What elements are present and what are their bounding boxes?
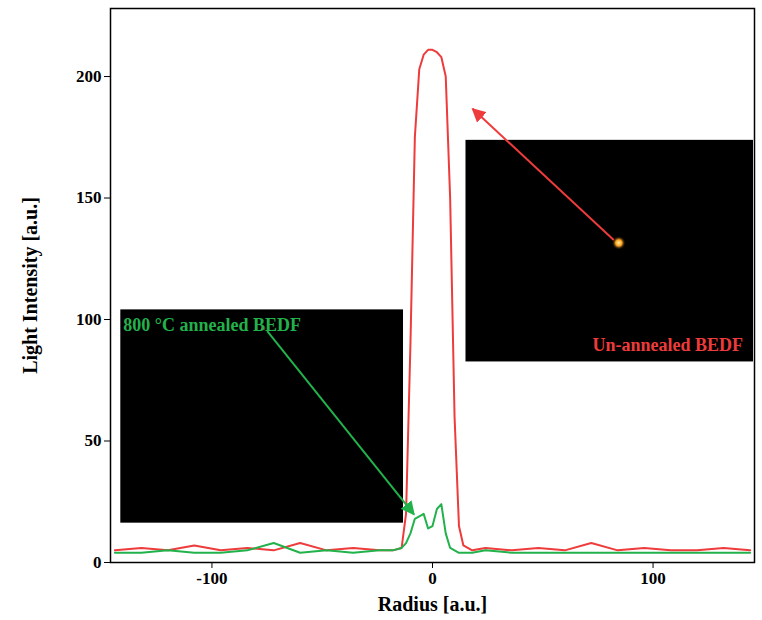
svg-text:100: 100 (640, 569, 666, 588)
svg-text:Radius [a.u.]: Radius [a.u.] (378, 593, 487, 615)
svg-text:200: 200 (76, 67, 102, 86)
svg-text:50: 50 (85, 431, 102, 450)
svg-text:800 °C annealed BEDF: 800 °C annealed BEDF (123, 315, 301, 335)
svg-text:0: 0 (428, 569, 437, 588)
svg-text:100: 100 (76, 310, 102, 329)
svg-text:Light Intensity [a.u.]: Light Intensity [a.u.] (19, 197, 42, 374)
svg-text:150: 150 (76, 188, 102, 207)
svg-text:Un-annealed BEDF: Un-annealed BEDF (592, 335, 743, 355)
svg-text:-100: -100 (196, 569, 227, 588)
svg-text:0: 0 (93, 553, 102, 572)
